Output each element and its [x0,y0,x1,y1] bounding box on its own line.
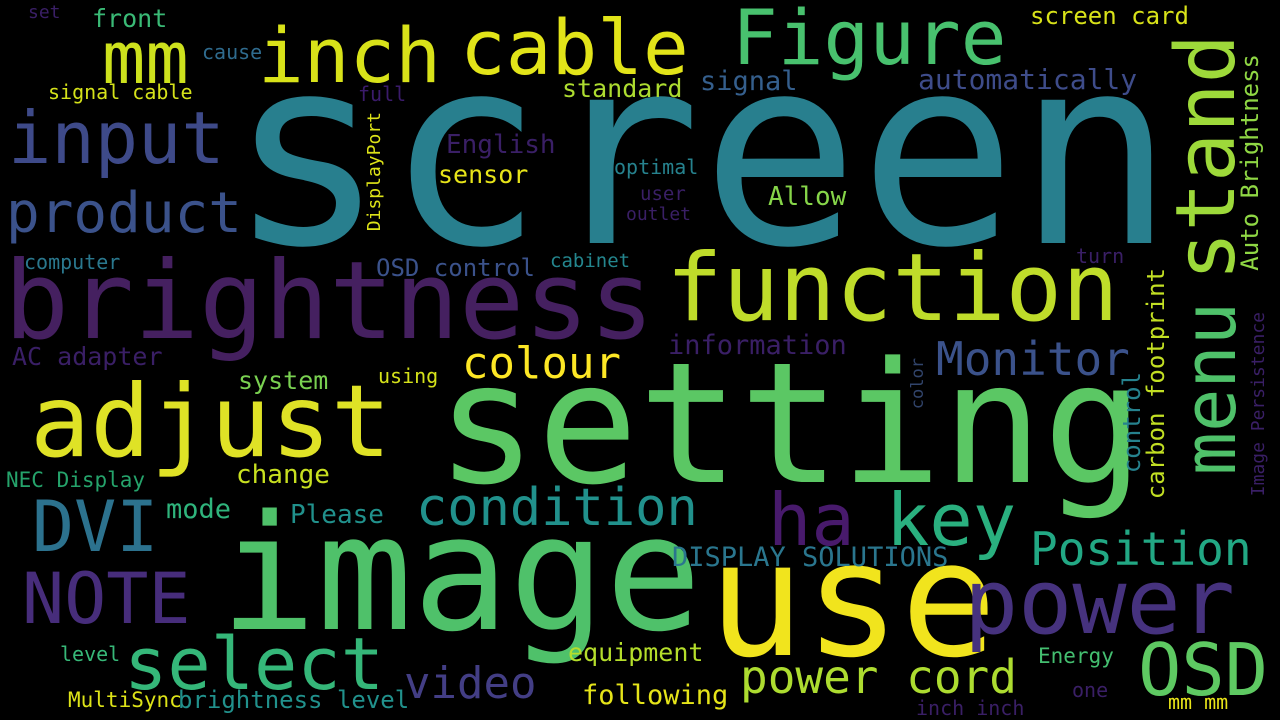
word-automatically: automatically [918,63,1138,96]
word-user: user [640,183,686,205]
word-note: NOTE [22,558,191,640]
word-cabinet: cabinet [550,250,631,272]
word-monitor: Monitor [936,332,1130,386]
word-display-solutions: DISPLAY SOLUTIONS [672,542,949,573]
word-cable: cable [460,3,689,92]
word-outlet: outlet [626,204,692,225]
word-signal: signal [700,66,798,97]
word-one: one [1072,678,1109,702]
word-equipment: equipment [568,638,704,667]
word-computer: computer [24,250,121,274]
word-mm: mm [102,16,189,100]
word-inch: inch [258,11,442,100]
word-auto-brightness: Auto Brightness [1236,54,1264,271]
word-information: information [668,330,847,361]
word-ac-adapter: AC adapter [12,342,163,371]
word-select: select [124,622,385,706]
word-product: product [6,181,243,246]
word-adjust: adjust [30,363,392,480]
word-setting: setting [436,326,1145,522]
word-colour: colour [462,338,621,389]
word-image-persistence: Image Persistence [1248,312,1269,497]
word-nec-display: NEC Display [6,468,146,492]
word-displayport: DisplayPort [364,112,385,232]
word-set: set [28,2,61,23]
word-full: full [358,82,407,106]
word-dvi: DVI [32,486,159,568]
word-ha: ha [768,478,855,562]
word-multisync: MultiSync [68,688,182,712]
word-image: image [220,480,702,667]
word-osd: OSD [1138,628,1269,712]
word-system: system [238,366,329,395]
word-color: color [908,358,928,410]
word-change: change [236,460,330,490]
word-condition: condition [416,478,698,538]
word-brightness: brightness [4,239,655,364]
word-function: function [666,234,1119,343]
word-osd-control: OSD control [376,254,535,282]
word-key: key [886,478,1017,562]
word-turn: turn [1076,244,1125,268]
word-carbon-footprint: carbon footprint [1142,268,1170,500]
word-brightness-level: brightness level [178,686,410,714]
word-mode: mode [166,494,232,525]
word-video: video [404,658,537,709]
word-following: following [582,680,729,711]
word-use: use [708,506,997,693]
word-level: level [60,642,121,666]
word-screen-card: screen card [1030,2,1189,30]
word-menu: menu [1168,302,1252,476]
word-sensor: sensor [438,160,529,189]
word-input: input [8,96,225,180]
word-front: front [92,4,168,33]
word-optimal: optimal [614,155,699,179]
word-power: power [964,550,1235,655]
word-control: control [1118,372,1146,474]
word-energy: Energy [1038,644,1114,668]
word-figure: Figure [732,0,1007,82]
word-english: English [446,130,556,160]
word-allow: Allow [768,182,847,212]
word-signal-cable: signal cable [48,80,193,104]
word-cause: cause [202,40,263,64]
word-mm-mm: mm mm [1168,690,1229,714]
word-using: using [378,364,439,388]
word-screen: screen [228,0,1175,305]
word-power-cord: power cord [740,650,1017,704]
word-inch-inch: inch inch [916,696,1025,720]
word-please: Please [290,500,384,530]
word-standard: standard [562,74,683,103]
word-position: Position [1030,522,1252,576]
